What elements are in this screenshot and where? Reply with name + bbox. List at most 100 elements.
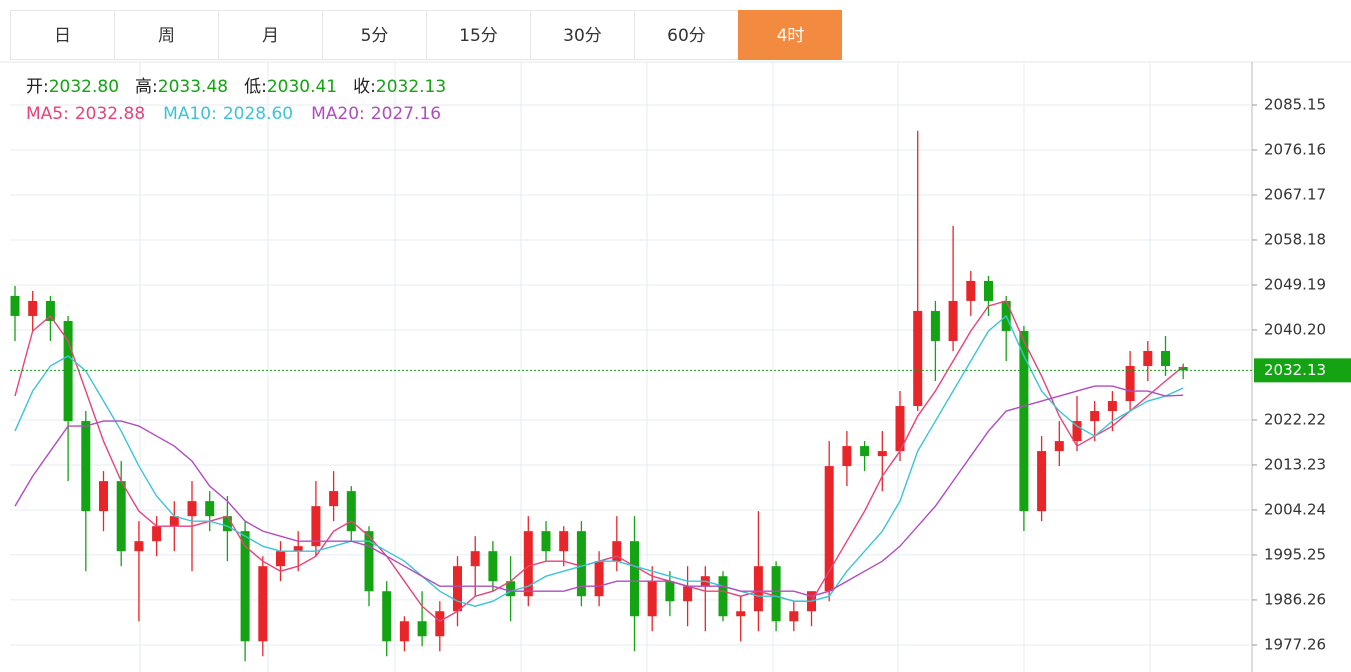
ma-line — [14, 314, 1184, 607]
y-tick-label: 1977.26 — [1264, 635, 1326, 653]
info-value: 2032.13 — [376, 77, 446, 97]
candle-body — [364, 531, 374, 592]
info-value: 2033.48 — [158, 77, 228, 97]
candle-body — [45, 300, 55, 321]
ma-legend: MA5: 2032.88 MA10: 2028.60 MA20: 2027.16 — [26, 104, 441, 124]
candle-body — [99, 481, 108, 512]
candle-body — [1125, 365, 1135, 402]
candle-body — [1037, 451, 1047, 512]
y-tick-label: 2040.20 — [1264, 320, 1326, 338]
legend-name: MA10: — [163, 104, 217, 124]
candle-body — [1090, 411, 1100, 422]
candle-body — [753, 566, 763, 612]
current-price-tag — [1254, 358, 1351, 383]
legend-name: MA5: — [26, 104, 69, 124]
candle-body — [169, 516, 179, 527]
candle-body — [1107, 401, 1117, 412]
period-tab[interactable]: 4时 — [738, 10, 842, 60]
candle-body — [824, 466, 834, 592]
candle-body — [647, 581, 657, 617]
y-tick-label: 2067.17 — [1264, 185, 1326, 203]
info-label: 高: — [135, 77, 158, 97]
candle-body — [1072, 421, 1082, 442]
info-label: 收: — [353, 77, 376, 97]
candle-body — [842, 446, 852, 467]
period-tab[interactable]: 周 — [114, 10, 218, 60]
candle-body — [222, 516, 232, 532]
candle-body — [1178, 367, 1188, 371]
candle-body — [435, 611, 445, 637]
period-tab[interactable]: 60分 — [634, 10, 738, 60]
y-tick-label: 2085.15 — [1264, 95, 1326, 113]
ohlc-info: 开:2032.80 高:2033.48 低:2030.41 收:2032.13 — [26, 77, 446, 97]
candle-body — [594, 561, 604, 597]
candle-body — [152, 526, 162, 542]
y-tick-label: 1986.26 — [1264, 590, 1326, 608]
info-label: 低: — [244, 77, 267, 97]
candle-body — [329, 491, 339, 507]
candle-body — [134, 541, 144, 552]
candle-body — [382, 591, 392, 642]
candle-body — [612, 541, 622, 562]
candle-body — [28, 300, 38, 316]
candle-body — [541, 531, 551, 552]
candle-body — [559, 531, 569, 552]
candle-body — [63, 320, 73, 422]
candle-body — [966, 280, 976, 301]
candle-body — [276, 551, 285, 567]
period-tab[interactable]: 月 — [218, 10, 322, 60]
candle-body — [913, 310, 923, 407]
candle-body — [771, 566, 781, 622]
period-tab[interactable]: 5分 — [322, 10, 426, 60]
candle-body — [506, 581, 516, 597]
period-tab[interactable]: 30分 — [530, 10, 634, 60]
candle-body — [1054, 441, 1064, 452]
legend-value: 2028.60 — [223, 104, 293, 124]
candle-body — [984, 280, 993, 301]
candle-body — [240, 531, 250, 642]
candle-body — [683, 586, 693, 602]
candle-body — [930, 310, 940, 341]
info-value: 2030.41 — [267, 77, 337, 97]
period-tab[interactable]: 15分 — [426, 10, 530, 60]
candle-body — [630, 541, 639, 617]
candle-body — [789, 611, 799, 622]
candle-body — [1161, 350, 1170, 366]
candle-body — [399, 621, 409, 642]
candle-body — [81, 421, 91, 512]
period-tabs: 日周月 5分 15分 30分 60分 4时 — [10, 10, 842, 60]
info-value: 2032.80 — [49, 77, 119, 97]
candle-body — [736, 611, 746, 617]
candle-body — [311, 506, 321, 547]
candle-body — [116, 481, 126, 552]
candle-body — [488, 551, 498, 582]
candle-body — [860, 446, 870, 457]
candle-body — [1019, 330, 1029, 512]
period-tab[interactable]: 日 — [10, 10, 114, 60]
candle-body — [417, 621, 427, 637]
candle-body — [453, 566, 462, 612]
ma-line — [14, 385, 1184, 597]
candle-body — [346, 491, 356, 532]
candle-body — [895, 406, 905, 452]
candle-body — [523, 531, 533, 597]
candle-body — [718, 576, 728, 617]
info-label: 开: — [26, 77, 49, 97]
candle-body — [948, 300, 958, 341]
y-tick-label: 2058.18 — [1264, 230, 1326, 248]
y-tick-label: 2049.19 — [1264, 275, 1326, 293]
candle-body — [293, 546, 303, 552]
candle-body — [187, 501, 197, 517]
legend-name: MA20: — [311, 104, 365, 124]
legend-value: 2032.88 — [75, 104, 145, 124]
candle-body — [665, 581, 675, 602]
y-tick-label: 2022.22 — [1264, 410, 1326, 428]
candle-body — [205, 501, 215, 517]
legend-value: 2027.16 — [371, 104, 441, 124]
y-tick-label: 2076.16 — [1264, 140, 1326, 158]
y-tick-label: 2013.23 — [1264, 455, 1326, 473]
candle-body — [877, 451, 887, 457]
candle-body — [470, 551, 480, 567]
